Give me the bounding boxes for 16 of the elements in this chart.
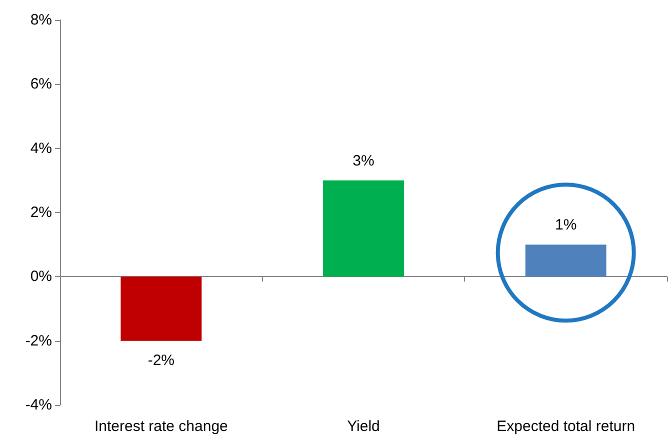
x-tick-label: Yield [347, 418, 380, 435]
data-label: 3% [352, 152, 374, 170]
bar [323, 180, 404, 277]
y-tick-label: 4% [30, 140, 52, 157]
bar [525, 244, 606, 277]
y-tick-label: 8% [30, 12, 52, 28]
x-tick-label: Interest rate change [94, 418, 228, 435]
bar [120, 276, 202, 341]
y-tick-label: 0% [30, 268, 52, 286]
data-label: -2% [148, 352, 175, 369]
y-tick-label: -4% [25, 396, 52, 414]
y-tick-label: 2% [30, 204, 52, 221]
x-tick-label: Expected total return [496, 418, 636, 435]
y-tick-label: 6% [30, 76, 52, 93]
y-tick-label: -2% [25, 332, 52, 350]
data-label: 1% [554, 216, 577, 234]
